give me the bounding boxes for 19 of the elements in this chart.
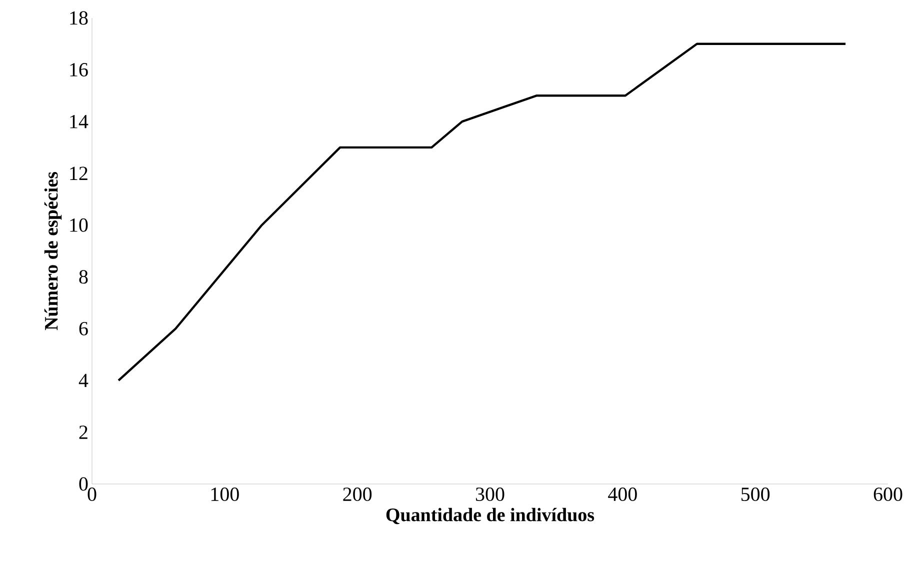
x-tick-label: 600 [874, 488, 902, 502]
x-tick-label: 200 [343, 488, 372, 502]
y-tick-label: 18 [70, 11, 88, 25]
y-tick-label: 12 [70, 166, 88, 180]
y-tick-label: 2 [79, 426, 88, 439]
x-axis-title: Quantidade de indivíduos [386, 508, 594, 524]
x-tick-label: 500 [741, 488, 770, 502]
x-tick-label: 100 [211, 488, 239, 502]
y-tick-label: 14 [70, 114, 88, 128]
y-tick-label: 4 [78, 374, 88, 388]
y-tick-label: 10 [70, 218, 88, 232]
x-tick-label: 300 [476, 488, 504, 502]
x-tick-label: 400 [608, 488, 637, 502]
y-axis-title: Número de espécies [44, 172, 62, 330]
y-tick-label: 0 [79, 477, 88, 491]
y-tick-label: 8 [79, 270, 88, 284]
y-tick-label: 16 [70, 63, 88, 76]
line-series [117, 42, 847, 382]
y-tick-label: 6 [79, 322, 88, 336]
